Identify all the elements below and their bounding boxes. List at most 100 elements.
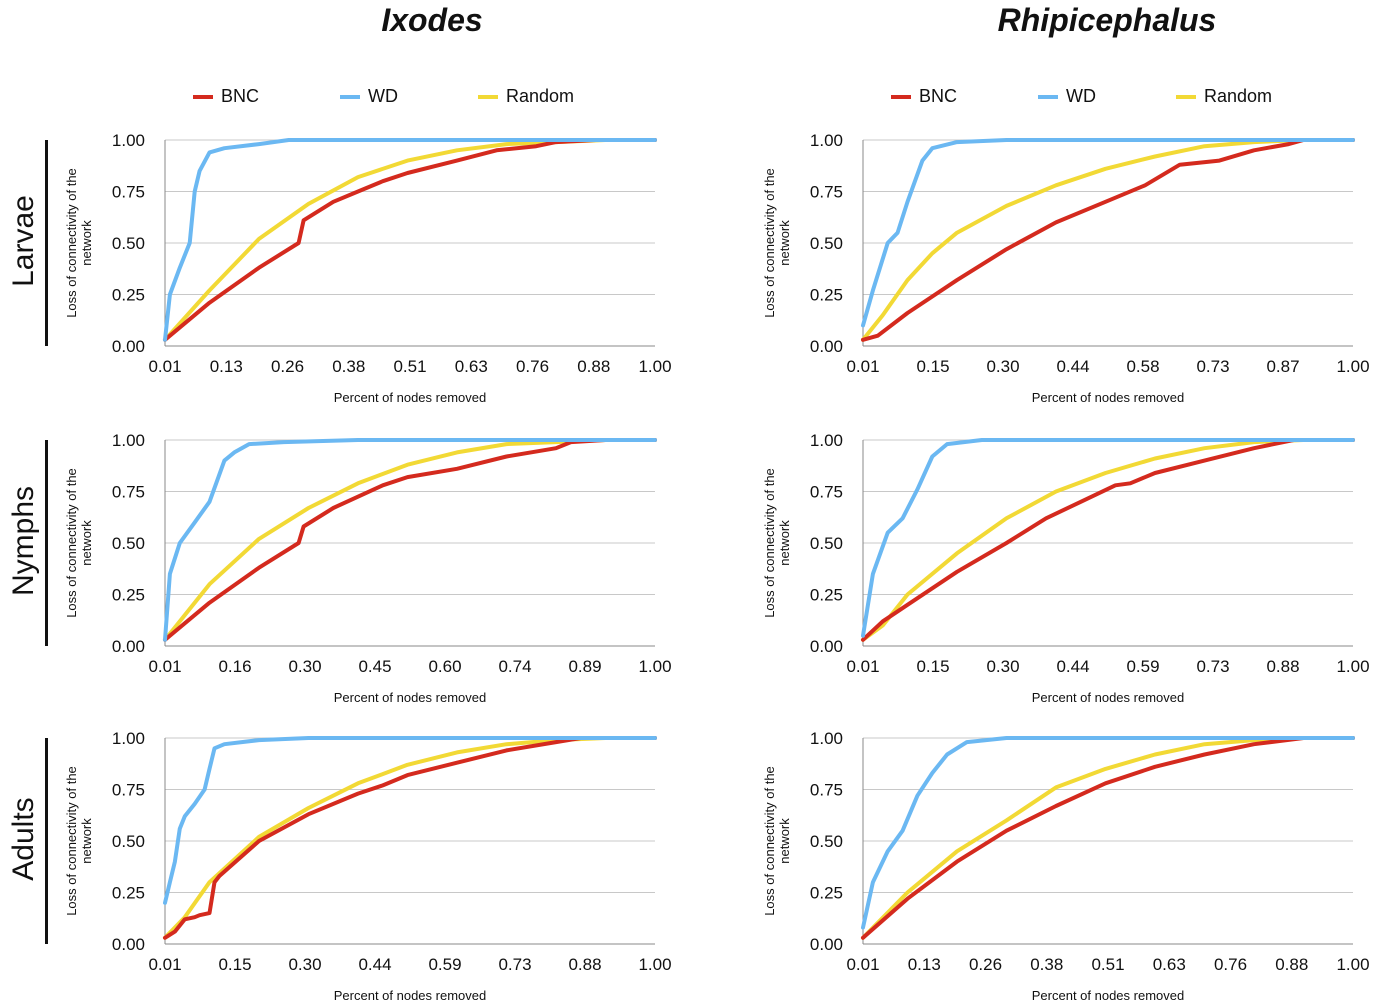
x-axis-label: Percent of nodes removed [1032,690,1184,705]
series-line-wd [861,736,1355,930]
y-tick-label: 0.25 [112,586,145,605]
y-tick-label: 1.00 [810,729,843,748]
series-line-bnc [861,138,1355,342]
legend-ixodes: BNC WD Random [193,86,693,112]
y-tick-label: 0.50 [112,534,145,553]
ixodes-title: Ixodes [381,2,483,38]
x-tick-label: 1.00 [638,357,671,376]
legend-item-random: Random [478,86,574,107]
x-tick-label: 0.59 [1126,657,1159,676]
series-line-random [163,438,657,642]
y-axis-label: Loss of connectivity of thenetwork [762,468,792,618]
x-axis-label: Percent of nodes removed [1032,390,1184,405]
y-tick-label: 0.00 [112,637,145,656]
rhipicephalus-title: Rhipicephalus [997,2,1217,38]
x-tick-label: 0.63 [455,357,488,376]
x-tick-label: 0.38 [1030,955,1063,974]
x-tick-label: 1.00 [638,657,671,676]
y-tick-label: 0.25 [810,884,843,903]
y-tick-label: 0.75 [810,183,843,202]
x-tick-label: 0.30 [288,657,321,676]
y-tick-label: 0.00 [112,337,145,356]
legend-rhipicephalus: BNC WD Random [891,86,1391,112]
x-tick-label: 0.38 [332,357,365,376]
x-tick-label: 0.30 [986,357,1019,376]
legend-label-wd: WD [368,86,398,106]
x-tick-label: 0.44 [358,955,391,974]
legend-item-wd: WD [1038,86,1096,107]
series-line-bnc [163,736,657,940]
x-tick-label: 0.15 [916,357,949,376]
legend-swatch-bnc [193,94,213,99]
y-tick-label: 1.00 [112,131,145,150]
series-line-random [163,736,657,940]
x-tick-label: 0.01 [148,357,181,376]
series-line-wd [163,438,657,642]
row-rule-nymphs [45,440,48,646]
y-tick-label: 0.50 [810,234,843,253]
x-tick-label: 0.76 [516,357,549,376]
x-tick-label: 0.13 [210,357,243,376]
x-tick-label: 0.15 [916,657,949,676]
x-tick-label: 1.00 [1336,955,1369,974]
x-tick-label: 0.44 [1056,357,1089,376]
x-tick-label: 0.30 [288,955,321,974]
x-tick-label: 0.74 [498,657,531,676]
x-tick-label: 0.88 [568,955,601,974]
x-tick-label: 0.63 [1153,955,1186,974]
y-axis-label: Loss of connectivity of thenetwork [762,766,792,916]
chart-rhipicephalus-larvae: 0.00 0.25 0.50 0.75 1.00 0.01 0.15 0.30 0.44 0.58… [762,131,1370,405]
x-tick-label: 0.88 [577,357,610,376]
y-tick-label: 1.00 [810,431,843,450]
legend-label-random: Random [506,86,575,106]
x-tick-label: 0.73 [1196,357,1229,376]
y-tick-label: 0.75 [810,781,843,800]
y-tick-label: 0.75 [112,483,145,502]
x-tick-label: 0.01 [846,357,879,376]
y-tick-label: 1.00 [810,131,843,150]
y-axis-label: Loss of connectivity of thenetwork [64,766,94,916]
x-tick-label: 0.88 [1266,657,1299,676]
y-tick-label: 0.50 [810,832,843,851]
legend-swatch-random [1176,94,1196,99]
y-tick-label: 0.25 [810,286,843,305]
x-tick-label: 0.26 [271,357,304,376]
legend-item-bnc: BNC [891,86,957,107]
y-tick-label: 0.50 [112,234,145,253]
series-line-random [861,438,1355,642]
legend-label-random: Random [1204,86,1273,106]
x-tick-label: 0.01 [846,657,879,676]
x-tick-label: 0.88 [1275,955,1308,974]
x-tick-label: 0.13 [908,955,941,974]
chart-ixodes-adults: 0.00 0.25 0.50 0.75 1.00 0.01 0.15 0.30 0.44 0.59… [64,729,672,1003]
y-axis-label: Loss of connectivity of thenetwork [762,168,792,318]
x-tick-label: 0.73 [1196,657,1229,676]
legend-item-bnc: BNC [193,86,259,107]
series-line-bnc [163,138,657,342]
x-axis-label: Percent of nodes removed [334,690,486,705]
x-tick-label: 0.51 [1091,955,1124,974]
y-tick-label: 0.75 [112,781,145,800]
y-tick-label: 0.00 [112,935,145,954]
y-tick-label: 0.00 [810,935,843,954]
legend-item-wd: WD [340,86,398,107]
y-tick-label: 0.25 [810,586,843,605]
chart-ixodes-larvae: 0.00 0.25 0.50 0.75 1.00 0.01 0.13 0.26 0.38 0.51… [64,131,672,405]
chart-rhipicephalus-adults: 0.00 0.25 0.50 0.75 1.00 0.01 0.13 0.26 0.38 0.51… [762,729,1370,1003]
x-tick-label: 0.45 [358,657,391,676]
y-axis-label: Loss of connectivity of thenetwork [64,468,94,618]
y-tick-label: 1.00 [112,729,145,748]
y-tick-label: 1.00 [112,431,145,450]
x-tick-label: 0.16 [218,657,251,676]
y-tick-label: 0.50 [810,534,843,553]
x-tick-label: 0.26 [969,955,1002,974]
x-tick-label: 0.01 [846,955,879,974]
series-line-wd [163,138,657,342]
series-line-bnc [861,438,1355,642]
legend-swatch-wd [340,94,360,99]
y-tick-label: 0.25 [112,286,145,305]
y-tick-label: 0.75 [112,183,145,202]
chart-rhipicephalus-nymphs: 0.00 0.25 0.50 0.75 1.00 0.01 0.15 0.30 0.44 0.59… [762,431,1370,705]
chart-ixodes-nymphs: 0.00 0.25 0.50 0.75 1.00 0.01 0.16 0.30 0.45 0.60… [64,431,672,705]
x-tick-label: 0.51 [393,357,426,376]
